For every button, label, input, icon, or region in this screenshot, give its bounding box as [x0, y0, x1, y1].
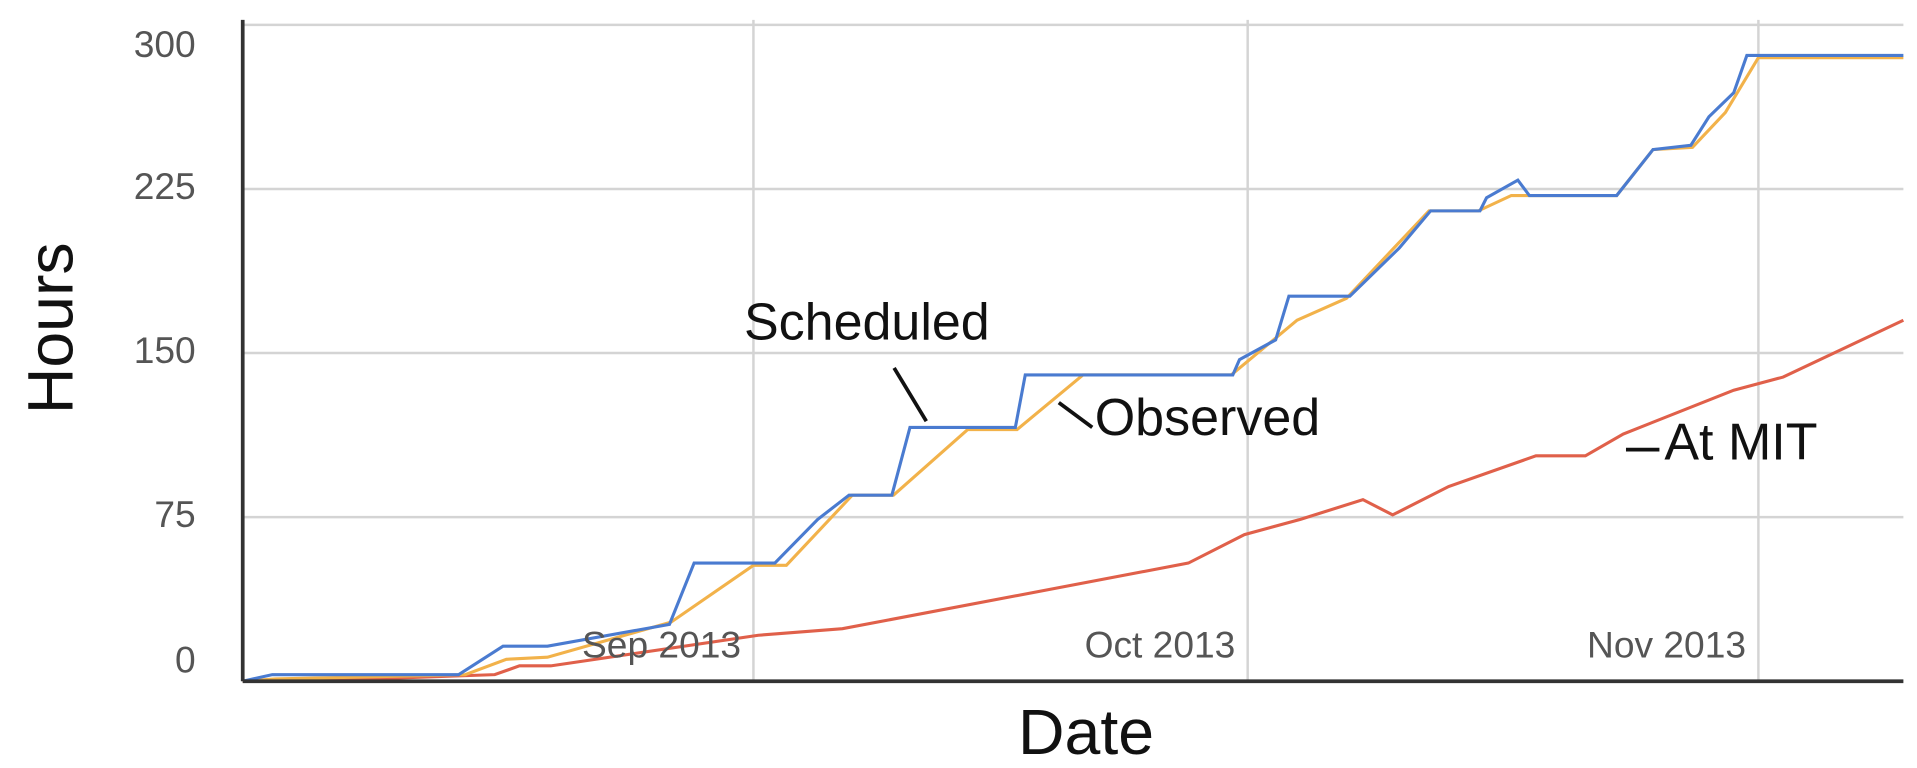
- x-tick-label: Oct 2013: [1085, 624, 1236, 666]
- annotation: Observed: [1095, 389, 1320, 447]
- y-tick-label: 150: [134, 329, 196, 371]
- y-tick-label: 225: [134, 165, 196, 207]
- x-axis-title: Date: [1018, 696, 1154, 768]
- y-tick-label: 0: [175, 638, 196, 680]
- leader: [892, 366, 928, 423]
- leader: [1057, 401, 1094, 429]
- series-line: [242, 56, 1904, 683]
- y-tick-label: 75: [154, 493, 195, 535]
- y-axis-title: Hours: [15, 242, 87, 414]
- series-line: [242, 53, 1904, 683]
- x-tick-label: Nov 2013: [1587, 624, 1746, 666]
- annotation: At MIT: [1664, 414, 1817, 472]
- annotation: Scheduled: [744, 294, 990, 352]
- y-tick-label: 300: [134, 23, 196, 65]
- series-line: [242, 318, 1905, 683]
- x-tick-label: Sep 2013: [582, 624, 741, 666]
